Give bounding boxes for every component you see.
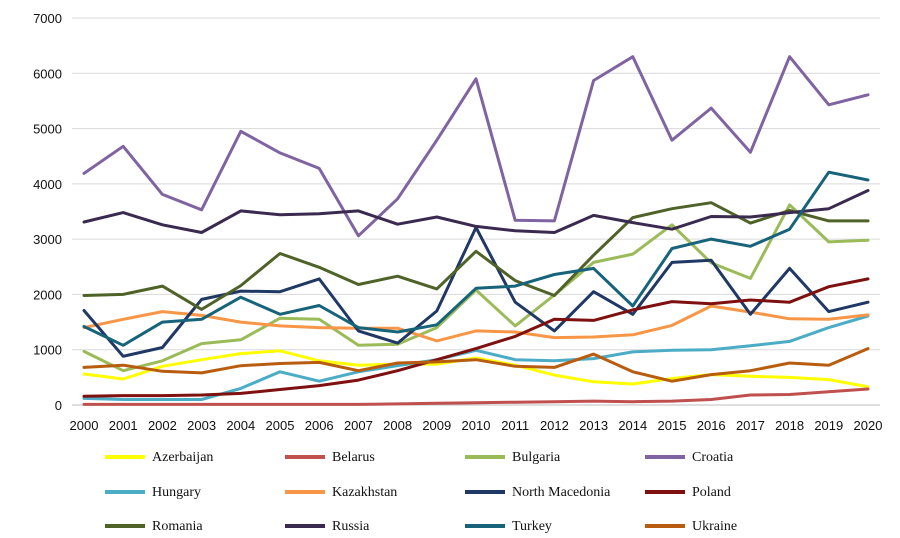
x-tick-label: 2017 <box>736 418 765 433</box>
legend-label: Turkey <box>512 519 552 534</box>
legend-item-hungary: Hungary <box>105 485 201 500</box>
x-tick-label: 2008 <box>383 418 412 433</box>
y-tick-label: 4000 <box>33 177 62 192</box>
gridlines <box>72 17 880 351</box>
y-tick-label: 1000 <box>33 343 62 358</box>
y-tick-label: 2000 <box>33 287 62 302</box>
legend-label: Kazakhstan <box>332 485 397 500</box>
x-tick-label: 2019 <box>814 418 843 433</box>
legend-item-poland: Poland <box>645 485 731 500</box>
legend-item-croatia: Croatia <box>645 450 734 465</box>
x-tick-label: 2013 <box>579 418 608 433</box>
series-line-croatia <box>82 55 870 238</box>
y-tick-label: 7000 <box>33 11 62 26</box>
legend-item-north-macedonia: North Macedonia <box>465 485 611 500</box>
x-tick-label: 2003 <box>187 418 216 433</box>
legend-item-russia: Russia <box>285 519 370 534</box>
x-tick-label: 2012 <box>540 418 569 433</box>
legend-item-belarus: Belarus <box>285 450 375 465</box>
series-line-turkey <box>82 170 870 347</box>
x-tick-label: 2000 <box>70 418 99 433</box>
legend-label: Croatia <box>692 450 734 465</box>
x-axis-ticks: 2000 2001 2002 2003 2004 2005 2006 2007 2008 2009… <box>70 418 883 433</box>
y-tick-label: 0 <box>55 398 62 413</box>
series-line-ukraine <box>82 347 870 383</box>
legend-item-turkey: Turkey <box>465 519 552 534</box>
series-line-poland <box>82 277 870 398</box>
series-line-russia <box>82 189 870 234</box>
x-tick-label: 2015 <box>658 418 687 433</box>
x-tick-label: 2011 <box>501 418 529 433</box>
legend-label: Romania <box>152 519 203 534</box>
legend-label: Azerbaijan <box>152 450 213 465</box>
x-tick-label: 2018 <box>775 418 804 433</box>
legend-label: Russia <box>332 519 370 534</box>
x-tick-label: 2001 <box>109 418 138 433</box>
series-line-belarus <box>82 387 870 406</box>
x-tick-label: 2010 <box>462 418 491 433</box>
y-tick-label: 6000 <box>33 66 62 81</box>
legend-label: North Macedonia <box>512 485 611 500</box>
x-tick-label: 2016 <box>697 418 726 433</box>
series-line-azerbaijan <box>82 349 870 389</box>
x-tick-label: 2004 <box>226 418 255 433</box>
legend-label: Poland <box>692 485 731 500</box>
series-line-kazakhstan <box>82 304 870 343</box>
legend-label: Hungary <box>152 485 201 500</box>
x-tick-label: 2007 <box>344 418 373 433</box>
x-tick-label: 2020 <box>854 418 883 433</box>
legend-label: Belarus <box>332 450 375 465</box>
x-tick-label: 2006 <box>305 418 334 433</box>
x-tick-label: 2009 <box>422 418 451 433</box>
x-tick-label: 2005 <box>266 418 295 433</box>
legend-item-bulgaria: Bulgaria <box>465 450 561 465</box>
legend-item-romania: Romania <box>105 519 203 534</box>
legend-label: Ukraine <box>692 519 737 534</box>
legend: Azerbaijan Belarus Bulgaria Croatia Hungary K… <box>105 450 737 534</box>
y-tick-label: 5000 <box>33 122 62 137</box>
y-tick-label: 3000 <box>33 232 62 247</box>
legend-item-azerbaijan: Azerbaijan <box>105 450 213 465</box>
y-axis-ticks: 0 1000 2000 3000 4000 5000 6000 7000 <box>33 11 62 413</box>
series-lines <box>82 55 870 406</box>
series-line-romania <box>82 201 870 311</box>
legend-item-kazakhstan: Kazakhstan <box>285 485 397 500</box>
legend-label: Bulgaria <box>512 450 561 465</box>
x-tick-label: 2002 <box>148 418 177 433</box>
legend-item-ukraine: Ukraine <box>645 519 737 534</box>
x-tick-label: 2014 <box>618 418 647 433</box>
